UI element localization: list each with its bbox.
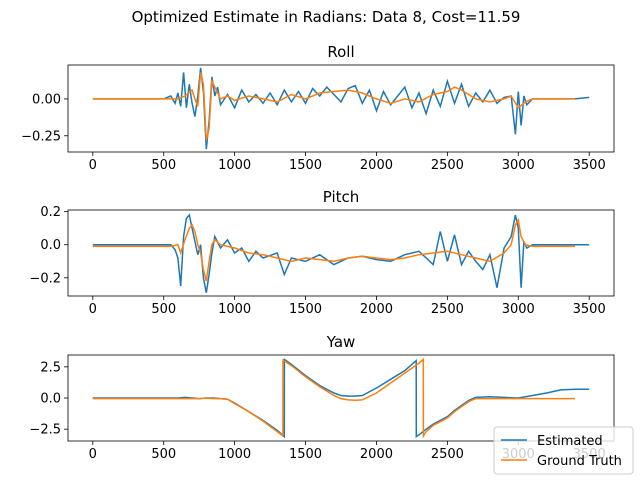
y-tick-label: −2.5 <box>29 423 61 438</box>
legend-box <box>493 426 634 475</box>
subplot-pitch: Pitch 0 500 1000 1500 2000 2500 3000 3500 −0.2 0.0… <box>29 188 615 317</box>
x-tick-label: 2500 <box>431 447 464 462</box>
legend: Estimated Ground Truth <box>493 426 634 475</box>
plot-frame <box>67 64 615 153</box>
series-line-ground-truth <box>92 72 575 141</box>
series-line-estimated <box>92 213 590 293</box>
x-tick-label: 500 <box>151 158 176 173</box>
x-tick-label: 1000 <box>218 302 251 317</box>
x-tick-label: 1000 <box>218 447 251 462</box>
suptitle: Optimized Estimate in Radians: Data 8, C… <box>132 8 521 26</box>
x-tick-label: 1000 <box>218 158 251 173</box>
axis-title: Yaw <box>326 333 356 351</box>
x-tick-label: 2500 <box>431 158 464 173</box>
y-tick-label: 0.0 <box>40 238 61 253</box>
x-tick-label: 1500 <box>289 447 322 462</box>
x-tick-label: 2000 <box>360 302 393 317</box>
y-tick-label: 0.0 <box>40 392 61 407</box>
series-line-ground-truth <box>92 357 575 439</box>
axis-title: Pitch <box>323 188 360 206</box>
subplot-roll: Roll 0 500 1000 1500 2000 2500 3000 3500 −0.25 0.0… <box>21 43 615 173</box>
legend-label: Estimated <box>537 434 603 449</box>
x-tick-label: 0 <box>89 158 97 173</box>
y-tick-label: 0.00 <box>32 92 61 107</box>
x-tick-label: 3500 <box>573 158 606 173</box>
axis-title: Roll <box>327 43 354 61</box>
x-tick-label: 3000 <box>502 158 535 173</box>
y-tick-label: 0.2 <box>40 205 61 220</box>
x-tick-label: 500 <box>151 302 176 317</box>
y-tick-label: 2.5 <box>40 360 61 375</box>
x-tick-label: 500 <box>151 447 176 462</box>
x-tick-label: 2000 <box>360 447 393 462</box>
axes-container: Roll 0 500 1000 1500 2000 2500 3000 3500 −0.25 0.0… <box>21 43 634 475</box>
legend-label: Ground Truth <box>537 454 622 469</box>
x-tick-label: 2500 <box>431 302 464 317</box>
plot-frame <box>67 209 615 297</box>
y-tick-label: −0.25 <box>21 129 61 144</box>
x-tick-label: 3000 <box>502 302 535 317</box>
series-line-ground-truth <box>92 217 575 282</box>
x-tick-label: 1500 <box>289 158 322 173</box>
x-tick-label: 1500 <box>289 302 322 317</box>
x-tick-label: 0 <box>89 302 97 317</box>
subplot-yaw: Yaw0500100015002000250030003500−2.50.02.… <box>29 333 634 475</box>
x-tick-label: 3500 <box>573 302 606 317</box>
x-tick-label: 2000 <box>360 158 393 173</box>
x-tick-label: 0 <box>89 447 97 462</box>
y-tick-label: −0.2 <box>29 271 61 286</box>
series-line-estimated <box>92 67 590 150</box>
